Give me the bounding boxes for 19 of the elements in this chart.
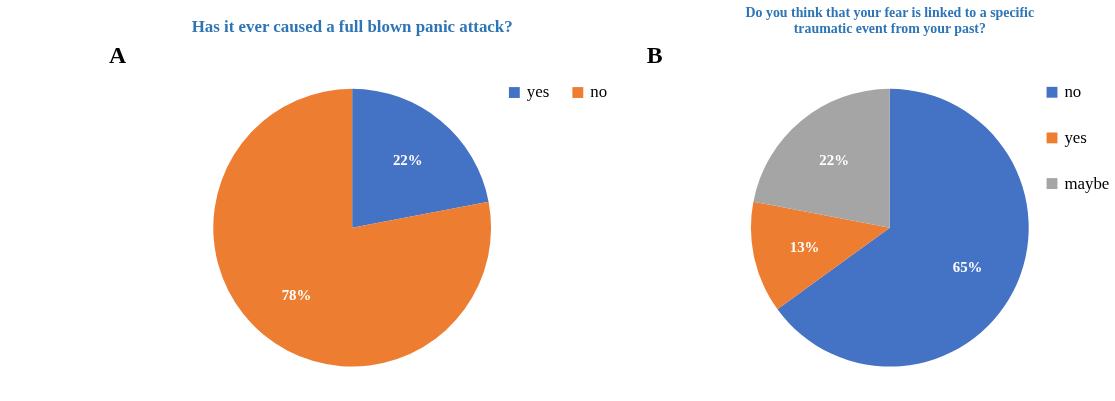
legend-label: yes — [1064, 127, 1087, 147]
data-label: 22% — [392, 152, 423, 169]
legend-label: no — [590, 82, 608, 102]
pie-slice — [213, 88, 491, 367]
pie-slice — [751, 201, 890, 310]
chart-title: Do you think that your fear is linked to a specific traumatic event from your past? — [745, 5, 1035, 37]
data-label: 13% — [789, 238, 820, 255]
legend-label: maybe — [1064, 173, 1110, 193]
data-label: 65% — [952, 259, 983, 276]
data-label: 22% — [819, 152, 850, 169]
text: A — [109, 42, 128, 69]
pie-slice — [352, 88, 489, 228]
pie-slice — [777, 88, 1029, 367]
legend-label: no — [1064, 82, 1082, 102]
data-label: 78% — [281, 286, 312, 303]
pie-slice — [753, 88, 890, 228]
text: B — [646, 42, 663, 69]
legend-label: yes — [526, 82, 550, 102]
chart-title: Has it ever caused a full blown panic attack? — [191, 17, 513, 37]
